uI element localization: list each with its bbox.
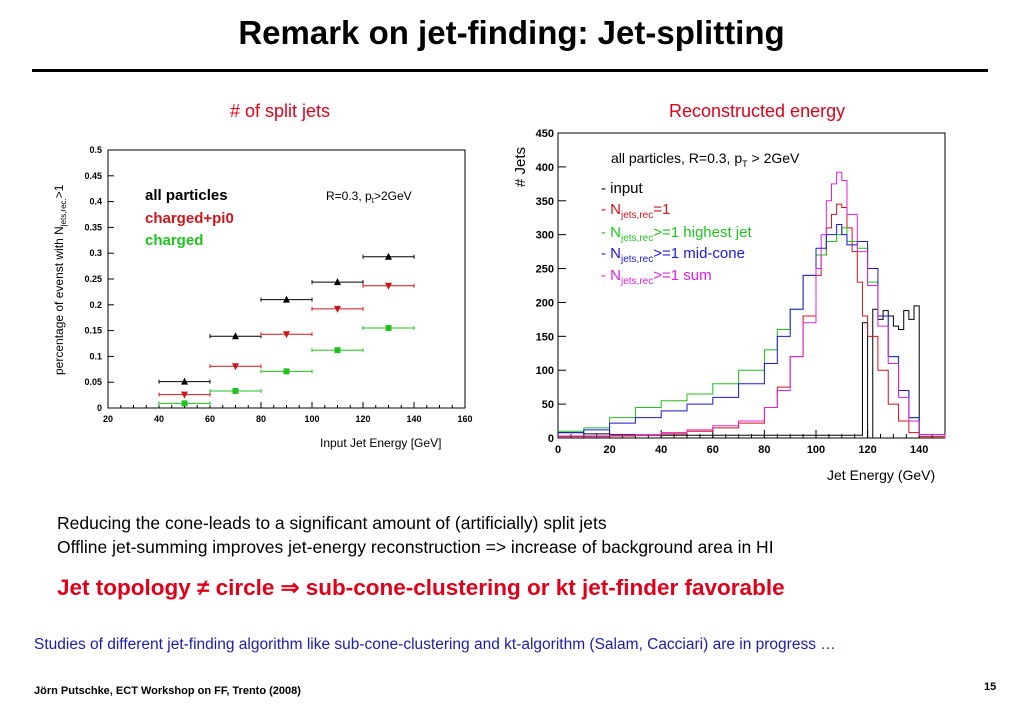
right-x-tick-label: 20 <box>603 444 615 456</box>
left-data-point <box>385 325 392 332</box>
left-legend-charged-pi0: charged+pi0 <box>145 210 234 227</box>
left-data-point <box>181 400 188 407</box>
body-line-1: Reducing the cone-leads to a significant… <box>57 513 607 533</box>
left-data-point <box>181 391 188 399</box>
left-data-point <box>232 363 239 371</box>
left-data-point <box>334 347 341 354</box>
left-data-point <box>283 295 290 303</box>
left-data-point <box>334 278 341 286</box>
left-y-tick-label: 0.1 <box>89 351 102 361</box>
left-x-tick-label: 120 <box>355 414 370 424</box>
right-y-axis-label: # Jets <box>512 147 529 187</box>
left-legend-all-particles: all particles <box>145 187 228 204</box>
right-y-tick-label: 200 <box>536 297 554 309</box>
studies-note: Studies of different jet-finding algorit… <box>34 636 836 653</box>
left-y-axis-label: percentage of evenst with Njets,rec.>1 <box>52 184 68 375</box>
right-plot-frame <box>557 132 946 439</box>
right-legend-sum: - Njets,rec>=1 sum <box>601 267 712 287</box>
left-y-tick-label: 0 <box>97 403 102 413</box>
left-x-tick-label: 60 <box>205 414 215 424</box>
left-x-tick-label: 80 <box>256 414 266 424</box>
right-legend-rec-1: - Njets,rec=1 <box>601 201 670 221</box>
right-y-tick-label: 150 <box>536 331 554 343</box>
left-x-tick-label: 40 <box>154 414 164 424</box>
left-axes: 20 40 60 80 100 120 140 160 0 0.05 0.1 0.15 0.2 0.25 0… <box>84 145 472 424</box>
right-y-tick-label: 300 <box>536 230 554 242</box>
right-y-tick-label: 450 <box>536 128 554 140</box>
left-y-tick-label: 0.45 <box>84 171 102 181</box>
right-y-tick-label: 50 <box>542 399 554 411</box>
left-x-tick-label: 160 <box>457 414 472 424</box>
left-x-tick-label: 100 <box>304 414 319 424</box>
right-x-tick-label: 100 <box>807 444 825 456</box>
left-y-tick-label: 0.4 <box>89 197 102 207</box>
right-x-tick-label: 80 <box>758 444 770 456</box>
right-histogram-line <box>558 305 945 439</box>
right-legend-input: - input <box>601 180 644 197</box>
page-number: 15 <box>984 681 997 693</box>
left-data-point <box>181 377 188 385</box>
left-condition-label: R=0.3, pt>2GeV <box>326 189 412 205</box>
right-histogram-line <box>558 203 946 438</box>
left-y-tick-label: 0.25 <box>84 274 102 284</box>
left-data-point <box>232 387 239 394</box>
right-y-tick-label: 0 <box>548 433 554 445</box>
slide-title: Remark on jet-finding: Jet-splitting <box>238 14 785 51</box>
title-divider <box>32 69 988 72</box>
right-y-tick-label: 250 <box>536 264 554 276</box>
left-data-point <box>334 305 341 313</box>
right-condition-label: all particles, R=0.3, pT > 2GeV <box>611 150 800 169</box>
topology-statement: Jet topology ≠ circle ⇒ sub-cone-cluster… <box>57 575 785 600</box>
right-histograms <box>558 171 946 439</box>
left-y-tick-label: 0.2 <box>89 300 102 310</box>
left-y-tick-label: 0.5 <box>89 145 102 155</box>
left-data-point <box>385 282 392 290</box>
left-data-point <box>232 332 239 340</box>
footer-author: Jörn Putschke, ECT Workshop on FF, Trent… <box>34 685 301 697</box>
right-y-tick-label: 350 <box>536 196 554 208</box>
left-y-tick-label: 0.35 <box>84 222 102 232</box>
reconstructed-energy-chart: 0 20 40 60 80 100 120 140 0 50 100 150 200 250 300 350 4… <box>512 128 946 483</box>
right-y-tick-label: 400 <box>536 162 554 174</box>
right-panel-heading: Reconstructed energy <box>669 101 846 121</box>
left-y-tick-label: 0.15 <box>84 326 102 336</box>
left-data-point <box>283 368 290 375</box>
right-legend-mid-cone: - Njets,rec>=1 mid-cone <box>601 245 745 265</box>
right-axes: 0 20 40 60 80 100 120 140 0 50 100 150 200 250 300 350 4… <box>536 128 946 456</box>
right-x-tick-label: 40 <box>655 444 667 456</box>
left-data-point <box>283 331 290 339</box>
left-legend-charged: charged <box>145 232 203 249</box>
right-x-tick-label: 0 <box>555 444 561 456</box>
left-y-tick-label: 0.05 <box>84 377 102 387</box>
right-legend-highest-jet: - Njets,rec>=1 highest jet <box>601 224 752 244</box>
left-data-points <box>158 252 415 407</box>
right-x-tick-label: 140 <box>910 444 928 456</box>
right-histogram-line <box>558 171 946 438</box>
left-y-tick-label: 0.3 <box>89 248 102 258</box>
right-x-tick-label: 120 <box>858 444 876 456</box>
left-x-tick-label: 20 <box>103 414 113 424</box>
right-x-tick-label: 60 <box>707 444 719 456</box>
right-x-axis-label: Jet Energy (GeV) <box>827 467 935 483</box>
right-y-tick-label: 100 <box>536 365 554 377</box>
right-legend: - input - Njets,rec=1 - Njets,rec>=1 hig… <box>601 180 752 287</box>
body-line-2: Offline jet-summing improves jet-energy … <box>57 537 774 557</box>
left-x-axis-label: Input Jet Energy [GeV] <box>320 436 441 450</box>
left-data-point <box>385 252 392 260</box>
split-jets-chart: 20 40 60 80 100 120 140 160 0 0.05 0.1 0.15 0.2 0.25 0… <box>52 145 473 450</box>
left-x-tick-label: 140 <box>406 414 421 424</box>
left-panel-heading: # of split jets <box>230 101 331 121</box>
